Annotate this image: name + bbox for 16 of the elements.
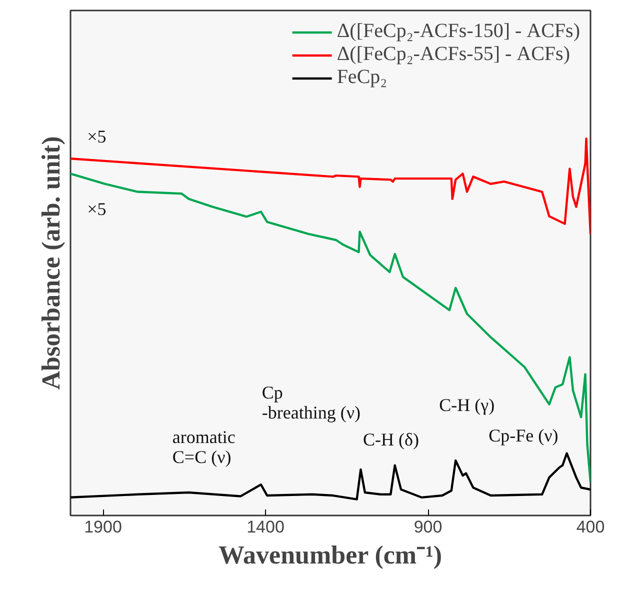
x-tick-label: 1400 bbox=[246, 518, 284, 536]
annotation: Cp-Fe (ν) bbox=[488, 425, 558, 446]
x-axis-title: Wavenumber (cm⁻¹) bbox=[218, 540, 442, 570]
annotation: ×5 bbox=[87, 126, 106, 146]
annotation: C-H (γ) bbox=[439, 395, 495, 416]
x-tick-label: 1900 bbox=[84, 518, 122, 536]
annotation: C-H (δ) bbox=[363, 429, 419, 450]
legend-label: FeCp₂ bbox=[336, 66, 388, 89]
annotation: ×5 bbox=[87, 199, 106, 220]
annotation: Cp -breathing (ν) bbox=[262, 382, 360, 423]
legend-label: Δ([FeCp₂-ACFs-150] - ACFs) bbox=[336, 20, 580, 43]
annotation: aromatic C=C (ν) bbox=[172, 427, 236, 468]
y-axis-title: Absorbance (arb. unit) bbox=[36, 136, 66, 390]
x-tick-label: 400 bbox=[576, 518, 605, 536]
legend-label: Δ([FeCp₂-ACFs-55] - ACFs) bbox=[336, 43, 570, 66]
x-tick-label: 900 bbox=[414, 518, 442, 536]
